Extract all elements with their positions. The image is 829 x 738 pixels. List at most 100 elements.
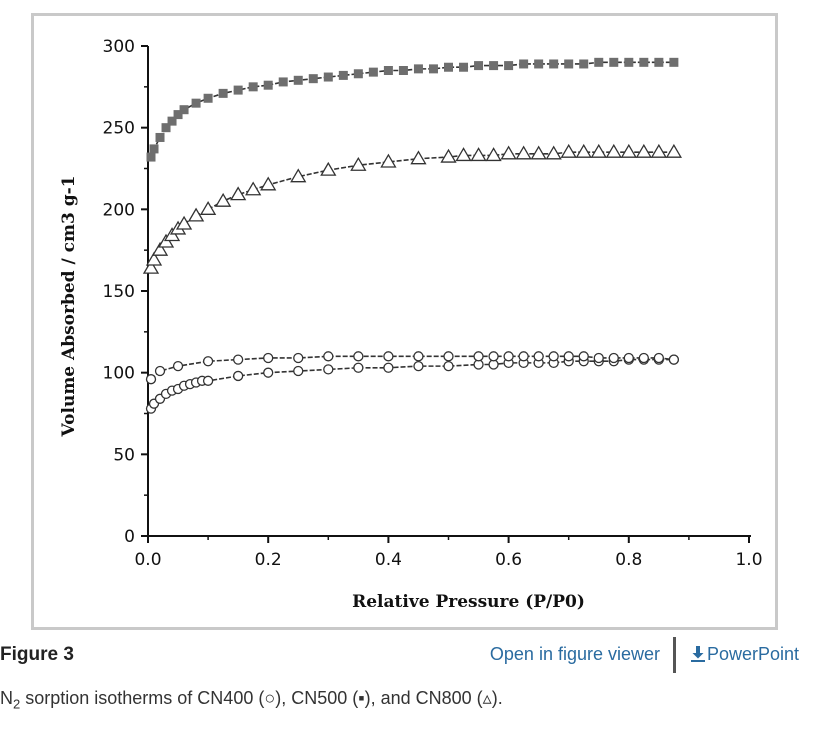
y-axis-title: Volume Absorbed / cm3 g-1 xyxy=(59,176,79,438)
data-point-circle xyxy=(533,351,544,362)
figure-frame: 0.0 0.2 0.4 0.6 0.8 1.0 0 50 100 150 200 250 300 Rel… xyxy=(31,13,778,630)
data-point-triangle xyxy=(380,153,397,168)
data-point-square xyxy=(308,74,318,84)
data-point-square xyxy=(669,57,679,67)
data-point-triangle xyxy=(151,241,169,256)
data-point-triangle xyxy=(650,143,667,158)
data-point-circle xyxy=(172,360,184,372)
x-tick-label: 0.6 xyxy=(495,550,522,570)
data-point-circle xyxy=(653,352,664,364)
x-tick-label: 0.0 xyxy=(134,550,161,570)
data-point-circle xyxy=(202,356,214,367)
powerpoint-download-link[interactable]: PowerPoint xyxy=(691,644,799,665)
data-point-triangle xyxy=(145,251,163,266)
data-point-triangle xyxy=(485,147,502,162)
data-point-triangle xyxy=(590,143,607,158)
x-tick-label: 0.4 xyxy=(375,550,402,570)
data-point-triangle xyxy=(515,145,532,160)
data-point-circle xyxy=(293,365,304,377)
data-point-circle xyxy=(593,352,604,364)
data-point-circle xyxy=(353,362,364,373)
data-point-circle xyxy=(473,351,484,362)
x-tick-label: 0.8 xyxy=(615,550,642,570)
data-point-circle xyxy=(413,360,424,372)
data-point-triangle xyxy=(175,215,193,230)
caption-text: sorption isotherms of CN400 (○), CN500 (… xyxy=(20,688,503,708)
data-point-triangle xyxy=(230,186,247,201)
data-point-triangle xyxy=(214,192,232,207)
data-point-square xyxy=(549,59,559,69)
y-tick-label: 50 xyxy=(113,445,135,465)
y-tick-label: 200 xyxy=(103,200,135,220)
data-point-triangle xyxy=(350,156,367,171)
data-point-square xyxy=(444,62,453,72)
open-figure-viewer-link[interactable]: Open in figure viewer xyxy=(489,644,660,664)
y-tick-label: 300 xyxy=(103,37,135,57)
data-point-circle xyxy=(202,375,214,386)
data-point-square xyxy=(233,85,243,95)
data-point-triangle xyxy=(545,145,562,160)
data-point-triangle xyxy=(500,145,517,160)
data-point-circle xyxy=(383,351,394,362)
data-point-square xyxy=(278,77,288,87)
y-tick-label: 150 xyxy=(103,282,135,302)
series-triangle-1 xyxy=(142,143,683,274)
data-point-circle xyxy=(443,351,454,362)
download-icon xyxy=(691,646,705,662)
series-circle-2 xyxy=(145,354,680,414)
data-point-circle xyxy=(638,352,649,364)
data-point-triangle xyxy=(530,145,547,160)
data-point-square xyxy=(323,72,333,82)
isotherm-chart: 0.0 0.2 0.4 0.6 0.8 1.0 0 50 100 150 200 250 300 Rel… xyxy=(59,37,763,612)
data-point-triangle xyxy=(440,148,457,163)
data-point-triangle xyxy=(320,161,337,176)
data-point-square xyxy=(353,69,363,79)
data-point-triangle xyxy=(142,259,160,274)
series-line xyxy=(150,61,674,158)
data-point-square xyxy=(161,123,171,133)
data-point-triangle xyxy=(665,143,683,158)
x-axis-title: Relative Pressure (P/P0) xyxy=(352,592,585,612)
data-point-circle xyxy=(232,354,244,365)
data-point-triangle xyxy=(470,147,487,162)
y-tick-label: 250 xyxy=(103,119,135,139)
data-point-square xyxy=(609,57,619,67)
data-point-triangle xyxy=(187,207,205,222)
data-point-circle xyxy=(413,351,424,362)
data-point-circle xyxy=(263,352,274,364)
series-square-0 xyxy=(146,57,679,162)
data-point-triangle xyxy=(575,143,592,158)
data-point-circle xyxy=(623,352,634,364)
data-point-square xyxy=(413,64,423,74)
data-point-square xyxy=(579,59,589,69)
series-line xyxy=(150,151,674,269)
figure-caption: N2 sorption isotherms of CN400 (○), CN50… xyxy=(0,688,503,712)
y-tick-label: 0 xyxy=(124,527,135,547)
data-point-square xyxy=(459,62,469,72)
data-point-square xyxy=(654,57,664,67)
y-tick-label: 100 xyxy=(103,364,135,384)
data-point-triangle xyxy=(560,143,577,158)
data-point-square xyxy=(368,67,378,77)
data-point-circle xyxy=(232,370,244,382)
series-circle-3 xyxy=(145,351,680,385)
data-point-square xyxy=(624,57,634,67)
data-point-square xyxy=(167,116,177,126)
data-point-circle xyxy=(154,365,166,377)
data-point-square xyxy=(191,98,201,108)
data-point-circle xyxy=(548,351,559,362)
series-line xyxy=(150,358,674,410)
data-point-square xyxy=(248,82,258,92)
data-point-circle xyxy=(323,364,334,375)
data-point-square xyxy=(293,75,303,85)
data-point-circle xyxy=(488,351,499,362)
data-point-square xyxy=(203,93,213,103)
data-point-circle xyxy=(503,351,514,362)
data-point-circle xyxy=(293,352,304,364)
data-point-square xyxy=(338,70,348,80)
data-point-square xyxy=(474,61,484,71)
data-point-triangle xyxy=(410,150,427,165)
powerpoint-link-label: PowerPoint xyxy=(707,644,800,664)
data-point-square xyxy=(383,66,393,75)
data-point-circle xyxy=(323,351,334,362)
